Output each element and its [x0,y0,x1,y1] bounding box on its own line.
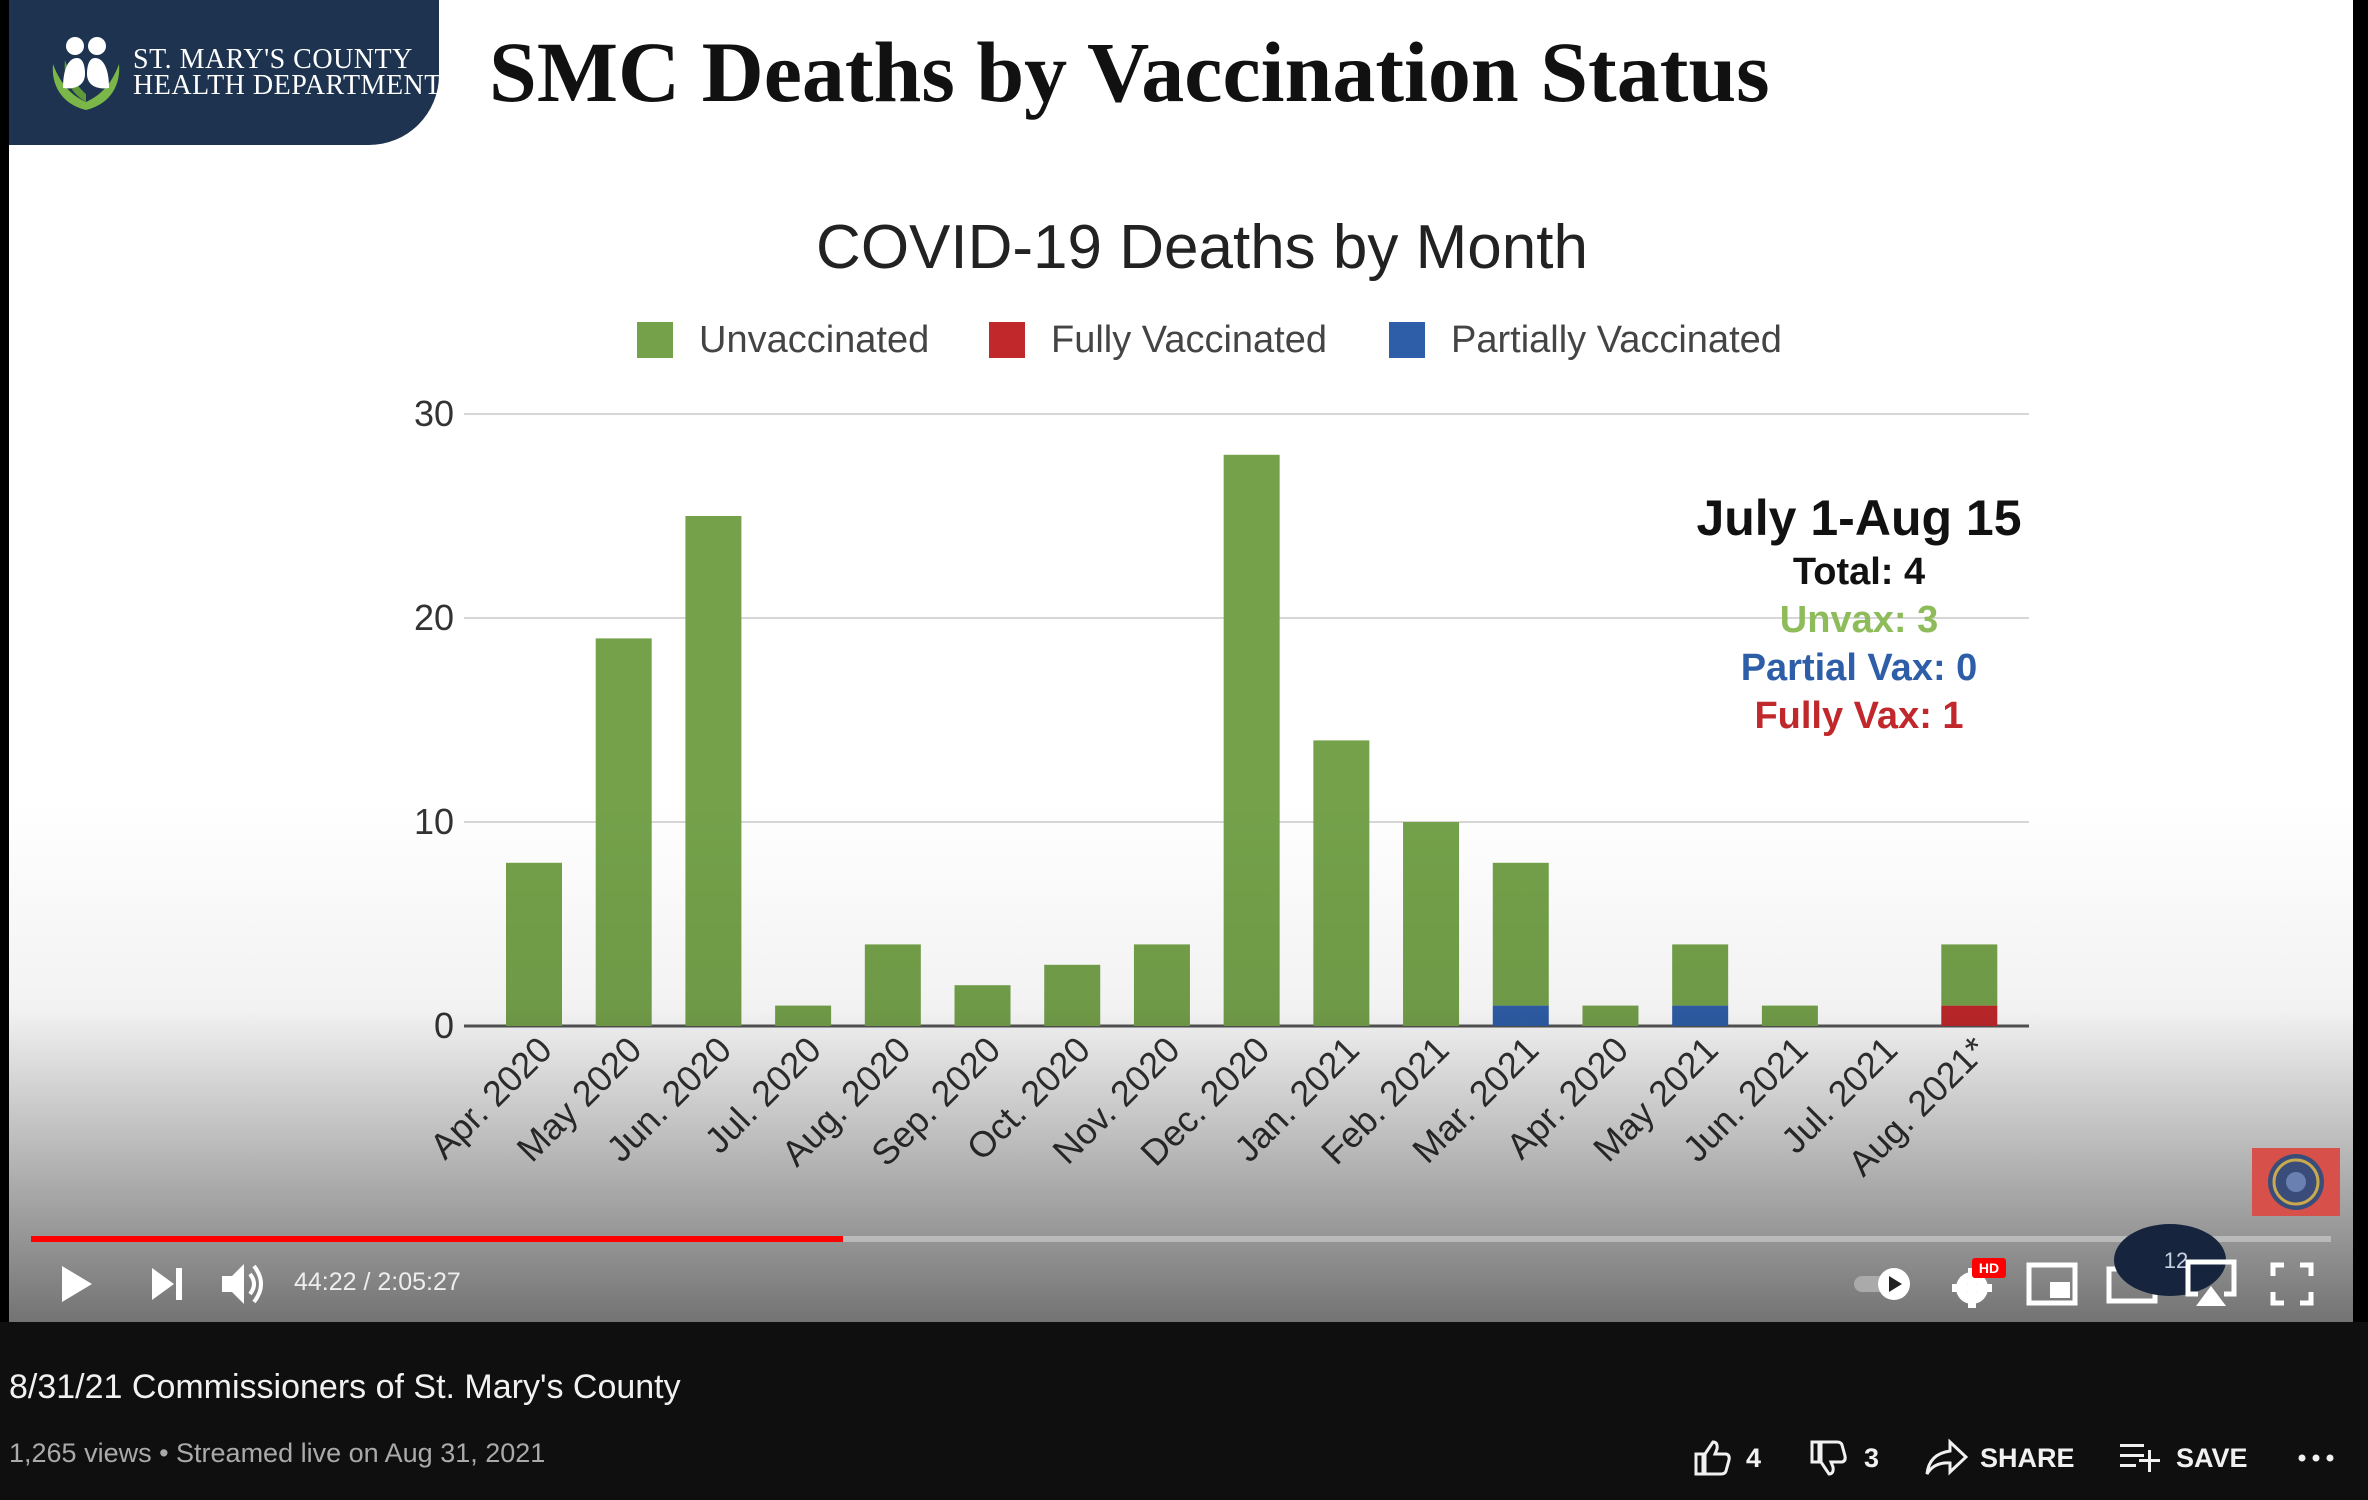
save-playlist-icon[interactable] [2118,1440,2160,1476]
bar-segment [1672,1005,1729,1026]
bar-segment [685,516,742,1026]
hd-badge: HD [1972,1258,2006,1278]
video-player[interactable]: ST. MARY'S COUNTY HEALTH DEPARTMENT SMC … [0,0,2368,1322]
logo-banner: ST. MARY'S COUNTY HEALTH DEPARTMENT [9,0,442,145]
legend-swatch [637,322,673,358]
bar-segment [1582,1005,1639,1026]
summary-callout: July 1-Aug 15 Total: 4 Unvax: 3 Partial … [1609,488,2109,740]
video-meta: 1,265 views • Streamed live on Aug 31, 2… [9,1438,546,1468]
bar-segment [1403,822,1460,1026]
like-icon[interactable] [1692,1438,1732,1478]
cast-badge: 12 [2114,1224,2226,1296]
dislike-count[interactable]: 3 [1864,1443,1880,1473]
callout-fully-vax: Fully Vax: 1 [1754,695,1964,737]
settings-icon[interactable] [1950,1258,2002,1310]
callout-partial-vax: Partial Vax: 0 [1740,647,1978,689]
chart-title: COVID-19 Deaths by Month [816,213,1588,282]
bar-segment [954,985,1011,1026]
fullscreen-icon[interactable] [2270,1262,2314,1306]
more-actions-icon[interactable] [2298,1452,2334,1464]
video-title: 8/31/21 Commissioners of St. Mary's Coun… [9,1368,681,1406]
bar-segment [1492,1005,1549,1026]
y-tick-label: 30 [414,393,454,434]
bar-segment [1941,944,1998,1006]
callout-unvax: Unvax: 3 [1779,599,1939,641]
legend-label: Unvaccinated [699,319,929,361]
bar-segment [595,638,652,1026]
progress-bar-played [31,1236,843,1242]
progress-bar[interactable] [31,1236,2331,1242]
bar-segment [1761,1005,1818,1026]
video-frame-slide: ST. MARY'S COUNTY HEALTH DEPARTMENT SMC … [9,0,2353,1322]
bar-segment [1133,944,1190,1026]
play-icon[interactable] [56,1262,96,1306]
bar-segment [1492,862,1549,1006]
bar-segment [1223,454,1280,1026]
bar-segment [1941,1005,1998,1026]
hd-badge-text: HD [1979,1260,1999,1276]
legend-label: Partially Vaccinated [1451,319,1782,361]
share-button[interactable]: SHARE [1980,1443,2075,1473]
chart-legend: Unvaccinated Fully Vaccinated Partially Va… [637,319,1782,361]
y-tick-label: 10 [414,801,454,842]
legend-swatch [989,322,1025,358]
y-tick-label: 0 [434,1005,454,1046]
logo-text-line2: HEALTH DEPARTMENT [133,70,442,101]
callout-title: July 1-Aug 15 [1696,490,2022,546]
bar-segment [864,944,921,1026]
slide-title: SMC Deaths by Vaccination Status [489,24,1770,120]
save-button[interactable]: SAVE [2176,1443,2248,1473]
logo-text-line1: ST. MARY'S COUNTY [133,44,413,75]
bar-segment [506,862,562,1026]
next-icon[interactable] [148,1264,186,1304]
y-axis-tick-labels: 0 10 20 30 [414,393,454,1046]
autoplay-toggle-icon[interactable] [1852,1264,1914,1304]
legend-swatch [1389,322,1425,358]
bar-segment [1044,964,1101,1026]
bar-segment [1313,740,1370,1026]
callout-total: Total: 4 [1792,551,1926,593]
channel-watermark-seal-icon[interactable] [2252,1148,2340,1216]
bar-segment [1672,944,1729,1006]
share-icon[interactable] [1924,1438,1968,1478]
player-controls: 44:22 / 2:05:27 HD 12 [0,1224,2368,1322]
like-count[interactable]: 4 [1746,1443,1762,1473]
volume-icon[interactable] [218,1260,268,1308]
time-display: 44:22 / 2:05:27 [294,1268,461,1296]
miniplayer-icon[interactable] [2026,1262,2078,1306]
airplay-icon[interactable] [2184,1258,2238,1310]
y-tick-label: 20 [414,597,454,638]
legend-label: Fully Vaccinated [1051,319,1327,361]
cast-badge-count: 12 [2164,1248,2188,1273]
health-department-emblem-icon [52,37,120,110]
dislike-icon[interactable] [1808,1438,1848,1478]
bar-segment [775,1005,832,1026]
